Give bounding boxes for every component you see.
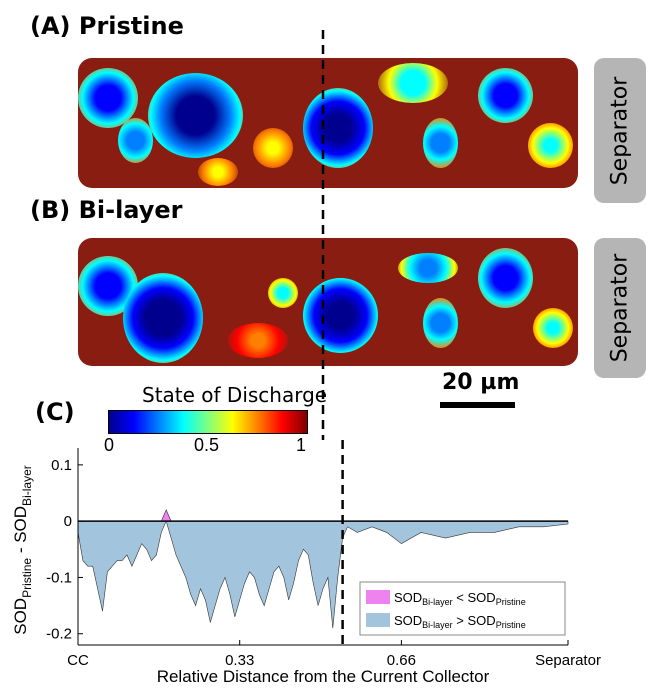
colorbar-tick-0: 0 xyxy=(104,435,115,455)
y-tick-label: -0.1 xyxy=(46,569,72,586)
scale-bar xyxy=(440,402,515,408)
legend-swatch-positive xyxy=(366,590,390,604)
x-tick-label: 0.33 xyxy=(225,652,254,669)
svg-text:SODPristine - SODBi-layer: SODPristine - SODBi-layer xyxy=(11,465,34,635)
y-axis-label: SODPristine - SODBi-layer xyxy=(11,465,34,635)
ylabel-sub-bilayer: Bi-layer xyxy=(20,465,34,506)
panel-c-title: (C) xyxy=(35,398,75,426)
bilayer-microstructure-image xyxy=(78,238,578,366)
separator-region-a: Separator xyxy=(594,58,646,203)
panel-b-title: (B) Bi-layer xyxy=(30,196,183,224)
legend-entry-negative: SODBi-layer > SODPristine xyxy=(394,613,526,630)
legend-swatch-negative xyxy=(366,613,390,627)
scale-bar-label: 20 µm xyxy=(442,370,520,395)
x-axis-label: Relative Distance from the Current Colle… xyxy=(157,667,490,686)
image-divider-line xyxy=(321,30,325,440)
colorbar-gradient xyxy=(108,410,308,434)
separator-region-b: Separator xyxy=(594,238,646,378)
legend: SODBi-layer < SODPristine SODBi-layer > … xyxy=(359,581,566,636)
series-area-negative xyxy=(77,520,569,629)
pristine-microstructure-image xyxy=(78,58,578,188)
panel-a-title: (A) Pristine xyxy=(30,12,184,40)
sod-difference-chart: SODPristine - SODBi-layer 0.1 0 -0.1 -0.2 CC… xyxy=(11,440,601,686)
x-tick-label: CC xyxy=(67,652,89,669)
ylabel-sod-2: - SOD xyxy=(11,506,30,558)
x-tick-label: 0.66 xyxy=(387,652,416,669)
y-tick-label: 0 xyxy=(64,513,72,530)
ylabel-sod-1: SOD xyxy=(11,598,30,635)
x-tick-label: Separator xyxy=(535,652,601,669)
colorbar-tick-mid: 0.5 xyxy=(194,435,220,455)
ylabel-sub-pristine: Pristine xyxy=(20,558,34,598)
colorbar-tick-1: 1 xyxy=(296,435,307,455)
y-tick-label: 0.1 xyxy=(51,457,72,474)
y-tick-label: -0.2 xyxy=(46,626,72,643)
colorbar-title: State of Discharge xyxy=(142,383,328,407)
legend-entry-positive: SODBi-layer < SODPristine xyxy=(394,590,526,607)
series-area-positive xyxy=(78,509,568,522)
